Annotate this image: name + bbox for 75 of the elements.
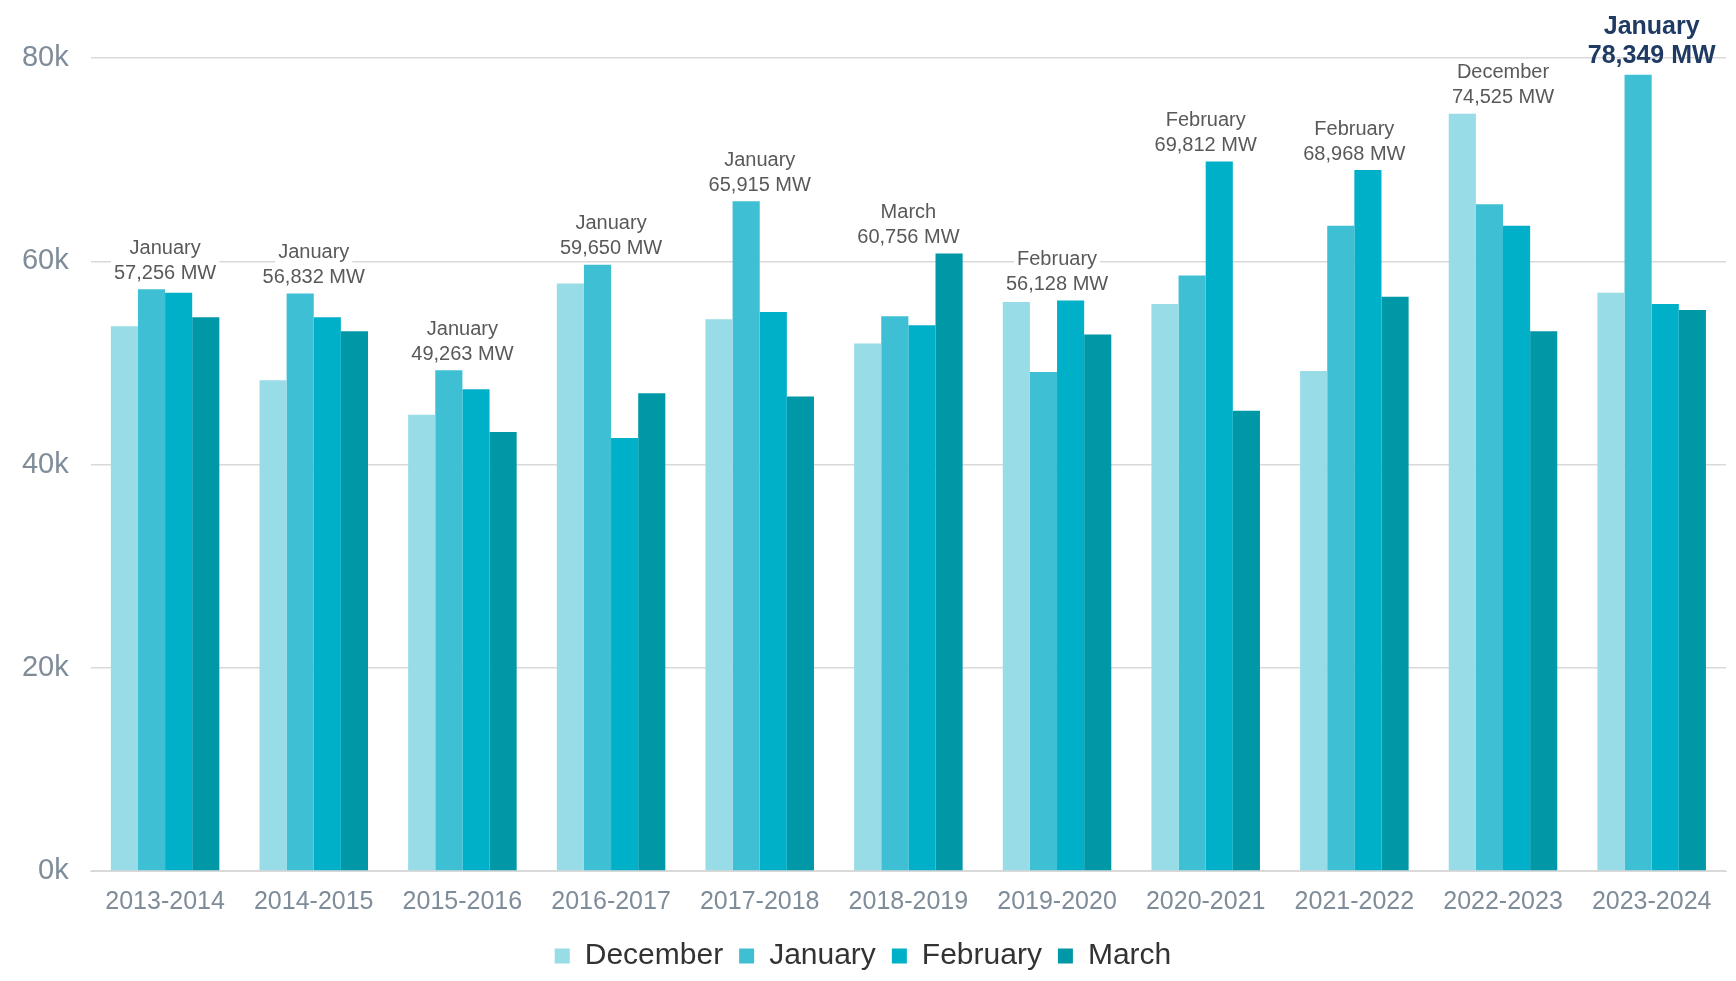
bar (705, 319, 733, 871)
bar (854, 343, 882, 871)
x-tick-label: 2021-2022 (1294, 885, 1415, 914)
x-tick-label: 2017-2018 (699, 885, 820, 914)
bar (462, 389, 490, 871)
bar (1084, 334, 1112, 871)
y-tick-label: 40k (21, 446, 70, 479)
y-tick-label: 60k (21, 243, 70, 276)
annotation: January 57,256 MW (113, 235, 217, 283)
bar (583, 264, 612, 871)
bar (1057, 300, 1085, 871)
bar (1597, 292, 1625, 871)
bar (1624, 74, 1652, 871)
bar (286, 293, 314, 871)
bar (165, 292, 193, 871)
legend-label: February (921, 937, 1042, 971)
bar (556, 283, 584, 871)
annotation: January 49,263 MW (411, 316, 514, 364)
bar (192, 317, 220, 871)
annotation: January 65,915 MW (708, 147, 811, 195)
bar (313, 317, 341, 871)
bar (908, 325, 936, 871)
annotation: March 60,756 MW (857, 200, 960, 248)
bar (935, 253, 963, 871)
bar (408, 414, 436, 871)
bar (137, 289, 166, 871)
x-tick-label: 2016-2017 (551, 885, 671, 914)
bar (611, 438, 639, 871)
y-tick-label: 20k (21, 649, 70, 682)
bar (1651, 303, 1679, 871)
legend-label: January (769, 937, 876, 971)
x-tick-label: 2022-2023 (1443, 885, 1563, 914)
annotation: December 74,525 MW (1451, 60, 1555, 108)
bar (759, 312, 787, 871)
bar (1448, 113, 1476, 871)
bar (1475, 204, 1504, 871)
x-tick-label: 2019-2020 (997, 885, 1117, 914)
bar (1327, 225, 1355, 871)
x-tick-label: 2014-2015 (253, 885, 374, 914)
bar (732, 201, 760, 871)
x-tick-label: 2020-2021 (1145, 885, 1266, 914)
bar (1178, 275, 1206, 871)
x-tick-label: 2015-2016 (402, 885, 523, 914)
bar (1530, 331, 1558, 871)
bar (489, 431, 517, 871)
bar (1300, 371, 1328, 871)
annotation: January 56,832 MW (262, 239, 365, 287)
bar (1151, 303, 1179, 871)
bar (435, 370, 463, 871)
x-tick-label: 2013-2014 (105, 885, 225, 914)
legend-label: March (1087, 937, 1172, 971)
bar (1205, 161, 1233, 871)
y-tick-label: 0k (38, 853, 70, 885)
legend-label: December (584, 937, 724, 971)
bar (340, 331, 369, 871)
bar (259, 380, 287, 871)
bar (1381, 296, 1409, 871)
annotation: February 56,128 MW (1005, 247, 1109, 295)
annotation: January 59,650 MW (559, 211, 663, 259)
annotation: January 78,349 MW (1587, 11, 1716, 69)
bar (1678, 310, 1706, 871)
bar (110, 326, 138, 871)
annotation: February 68,968 MW (1303, 116, 1406, 164)
bar (1029, 372, 1058, 871)
x-tick-label: 2018-2019 (848, 885, 969, 914)
bar (1232, 410, 1260, 871)
bar (1503, 225, 1531, 871)
bar (638, 393, 666, 871)
annotation: February 69,812 MW (1154, 108, 1257, 156)
x-tick-label: 2023-2024 (1591, 885, 1712, 914)
bar (1354, 170, 1382, 871)
y-tick-label: 80k (21, 40, 70, 72)
bar (881, 316, 909, 871)
bar (1002, 301, 1030, 871)
bar (786, 396, 814, 871)
